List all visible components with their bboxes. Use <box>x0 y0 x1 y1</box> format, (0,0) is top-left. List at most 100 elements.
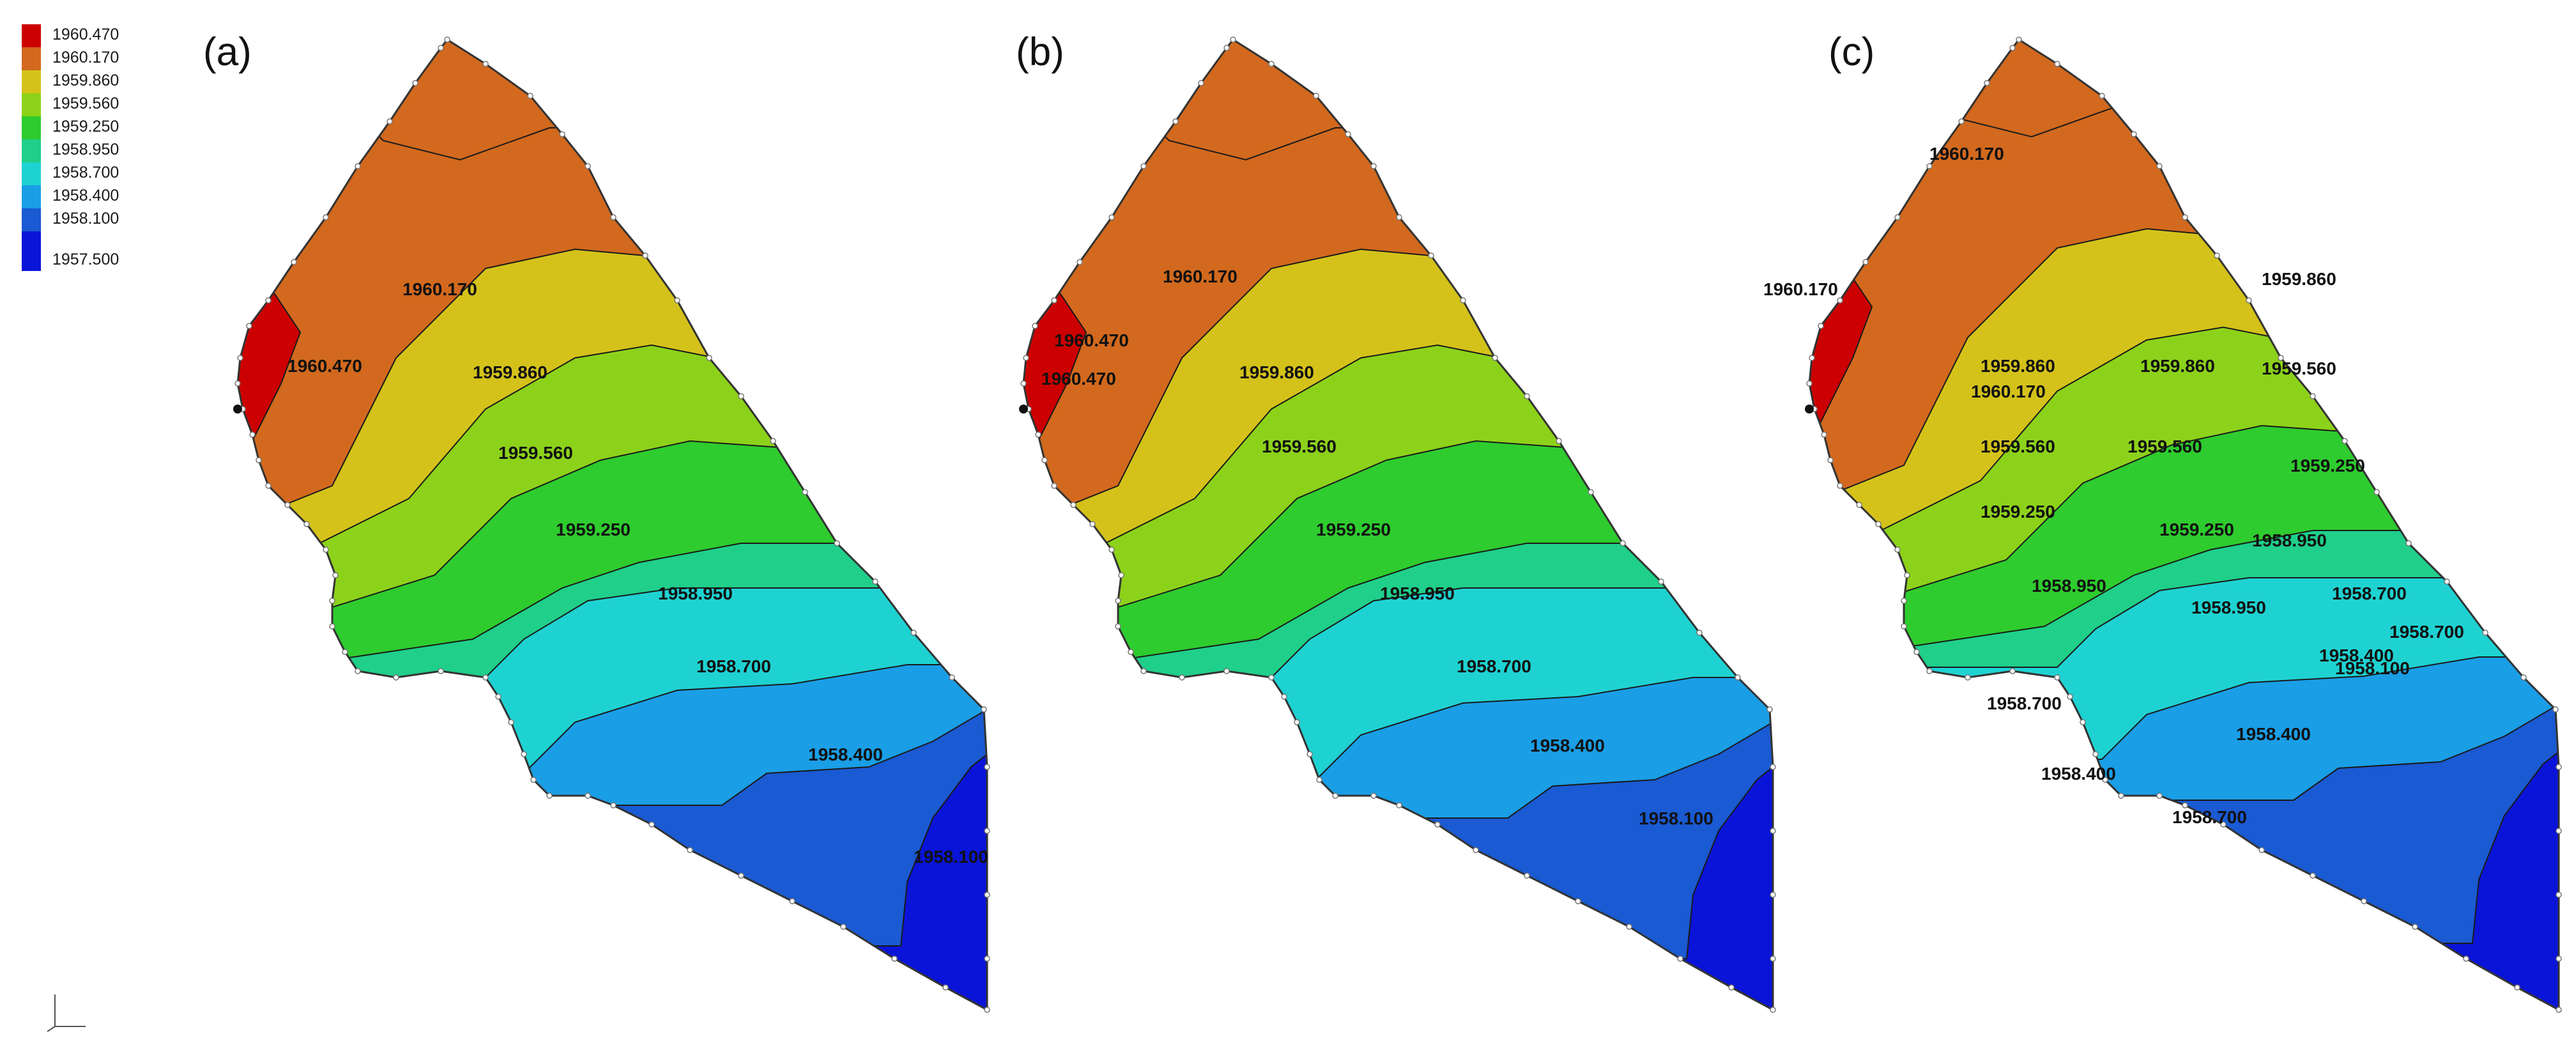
boundary-node <box>585 793 591 799</box>
inlet-node <box>233 405 242 414</box>
boundary-node <box>1658 578 1664 585</box>
legend-swatch <box>22 47 41 70</box>
boundary-node <box>1370 793 1377 799</box>
legend-label: 1958.950 <box>52 141 119 159</box>
boundary-node <box>1396 802 1402 808</box>
boundary-node <box>1198 80 1204 86</box>
contour-label: 1959.250 <box>1316 520 1391 539</box>
contour-label: 1959.250 <box>2159 520 2234 539</box>
boundary-node <box>355 668 361 674</box>
boundary-node <box>237 355 243 361</box>
boundary-node <box>2009 668 2016 674</box>
contour-label: 1959.560 <box>2128 437 2202 456</box>
boundary-node <box>981 706 987 713</box>
boundary-node <box>2182 802 2188 808</box>
boundary-node <box>1268 674 1275 681</box>
contour-label: 1959.860 <box>1981 356 2055 376</box>
contour-label: 1959.860 <box>2262 269 2336 289</box>
boundary-node <box>2556 828 2562 834</box>
contour-label: 1958.400 <box>2041 764 2116 784</box>
boundary-node <box>2009 45 2016 51</box>
boundary-node <box>284 502 291 508</box>
boundary-node <box>1524 872 1530 879</box>
boundary-node <box>2342 438 2348 444</box>
boundary-node <box>1770 1007 1776 1013</box>
boundary-outline <box>1022 38 1774 1012</box>
boundary-node <box>342 649 348 655</box>
contour-label: 1959.560 <box>1981 437 2055 456</box>
boundary-node <box>530 777 537 783</box>
boundary-node <box>1926 163 1933 169</box>
boundary-node <box>1728 984 1735 991</box>
contour-bands <box>238 76 987 1010</box>
boundary-node <box>984 828 990 834</box>
boundary-node <box>2067 693 2073 700</box>
boundary-node <box>1575 898 1581 904</box>
boundary-node <box>1396 214 1402 220</box>
boundary-node <box>1428 252 1434 259</box>
boundary-node <box>2016 36 2022 43</box>
contour-label: 1958.700 <box>2172 807 2247 827</box>
boundary-node <box>2054 61 2060 67</box>
boundary-node <box>1316 777 1322 783</box>
boundary-node <box>2514 984 2520 991</box>
legend-swatch <box>22 231 41 271</box>
legend-swatch <box>22 139 41 162</box>
boundary-node <box>1473 847 1479 853</box>
contour-label: 1960.170 <box>1929 144 2004 164</box>
boundary-node <box>1172 118 1179 125</box>
contour-bands <box>1809 53 2559 1010</box>
boundary-node <box>610 214 617 220</box>
contour-label: 1958.700 <box>2389 622 2464 642</box>
inlet-node <box>1019 405 1028 414</box>
panel-label-b: (b) <box>1016 30 1064 74</box>
boundary-node <box>910 630 917 636</box>
boundary-node <box>2444 578 2450 585</box>
boundary-node <box>1108 546 1115 553</box>
boundary-node <box>984 1007 990 1013</box>
boundary-node <box>1696 630 1703 636</box>
boundary-node <box>1556 438 1562 444</box>
boundary-node <box>1051 483 1057 489</box>
legend-label: 1958.400 <box>52 187 119 205</box>
boundary-node <box>1051 297 1057 304</box>
boundary-node <box>249 431 256 438</box>
contour-label: 1958.100 <box>2335 658 2410 678</box>
legend-swatch <box>22 185 41 208</box>
axis-triad-icon <box>47 994 86 1032</box>
boundary-node <box>1370 163 1377 169</box>
boundary-node <box>949 674 955 681</box>
contour-label: 1958.100 <box>914 847 988 867</box>
boundary-node <box>1077 259 1083 265</box>
contour-label: 1960.170 <box>1163 267 1238 286</box>
boundary-node <box>984 764 990 770</box>
legend-swatch <box>22 93 41 116</box>
boundary-node <box>1294 719 1300 725</box>
legend-swatch <box>22 162 41 185</box>
boundary-node <box>438 45 444 51</box>
boundary-node <box>2131 131 2137 137</box>
boundary-node <box>738 872 744 879</box>
boundary-node <box>1035 431 1041 438</box>
boundary-node <box>1115 598 1121 604</box>
contour-label: 1959.560 <box>2262 359 2336 378</box>
contour-label: 1958.950 <box>1380 584 1455 603</box>
boundary-node <box>1115 623 1121 630</box>
boundary-node <box>1770 764 1776 770</box>
boundary-node <box>2220 821 2227 828</box>
legend-label: 1960.470 <box>52 26 119 43</box>
contour-label: 1959.560 <box>1262 437 1337 456</box>
boundary-node <box>355 163 361 169</box>
contour-band-max <box>1023 281 1087 461</box>
boundary-node <box>2373 489 2380 495</box>
boundary-node <box>1827 457 1834 463</box>
boundary-node <box>2278 355 2284 361</box>
boundary-node <box>1230 36 1236 43</box>
boundary-node <box>891 955 898 962</box>
boundary-node <box>1837 483 1843 489</box>
boundary-node <box>1818 323 1824 329</box>
boundary-node <box>1268 61 1275 67</box>
boundary-node <box>1620 540 1626 546</box>
